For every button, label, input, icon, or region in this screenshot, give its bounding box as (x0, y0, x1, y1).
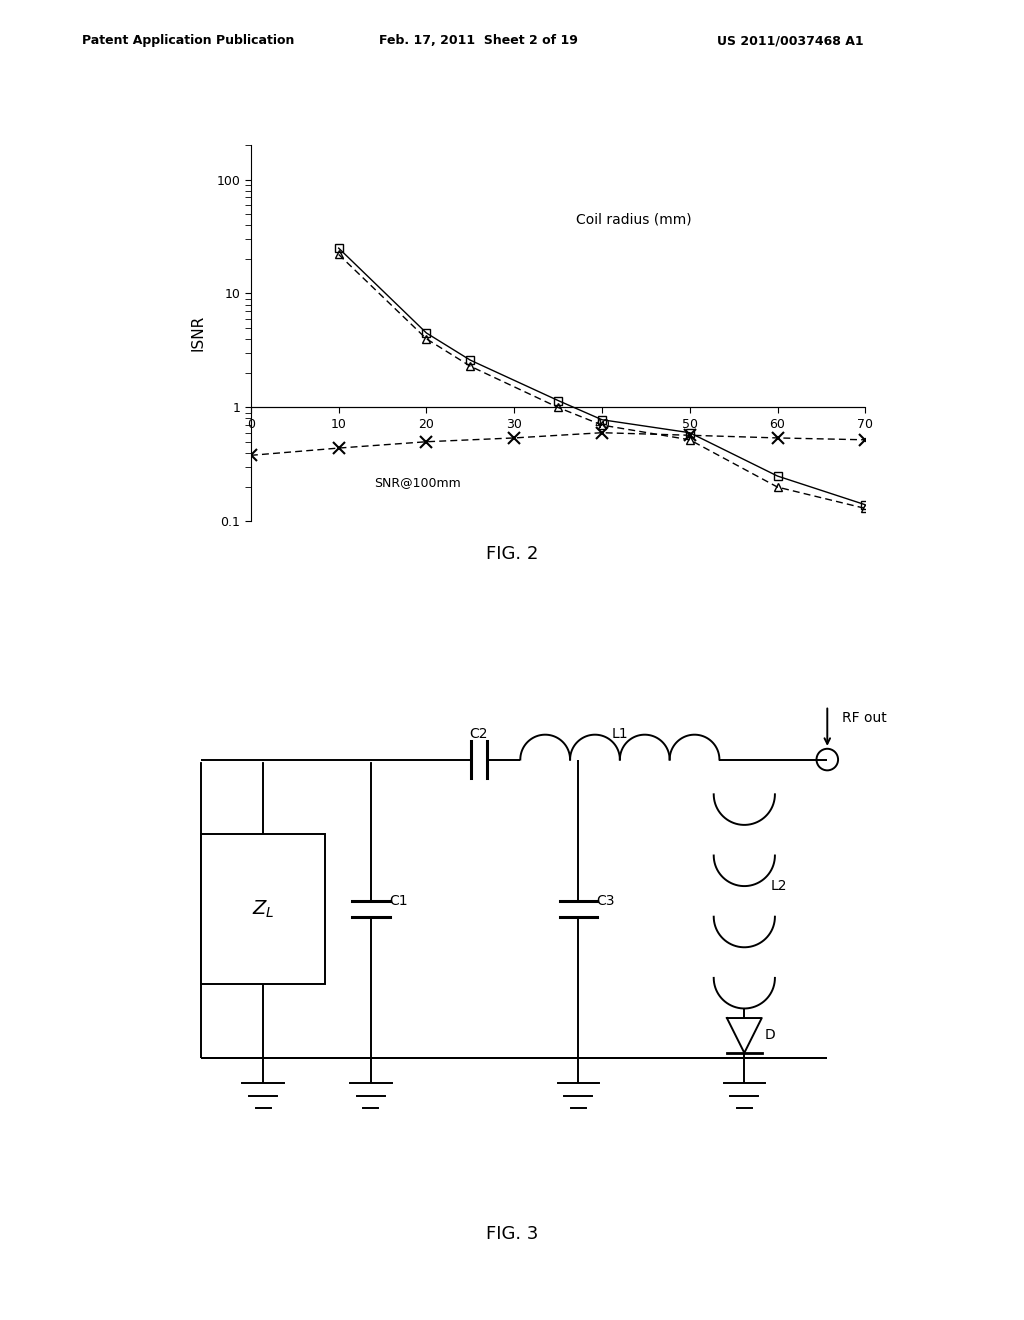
Text: $Z_L$: $Z_L$ (252, 899, 274, 920)
Text: D: D (765, 1028, 776, 1043)
Bar (201, 834, 326, 983)
Text: SNR@100mm: SNR@100mm (374, 477, 461, 488)
Text: L2: L2 (771, 879, 787, 894)
Text: C1: C1 (389, 894, 408, 908)
Text: FIG. 2: FIG. 2 (485, 545, 539, 564)
Text: C3: C3 (597, 894, 615, 908)
Y-axis label: ISNR: ISNR (190, 315, 206, 351)
Text: Coil radius (mm): Coil radius (mm) (575, 213, 691, 226)
Text: Feb. 17, 2011  Sheet 2 of 19: Feb. 17, 2011 Sheet 2 of 19 (379, 34, 578, 48)
Text: US 2011/0037468 A1: US 2011/0037468 A1 (717, 34, 863, 48)
Text: Patent Application Publication: Patent Application Publication (82, 34, 294, 48)
Text: C2: C2 (470, 727, 488, 742)
Text: L1: L1 (611, 727, 628, 742)
Text: RF out: RF out (842, 711, 887, 725)
Text: FIG. 3: FIG. 3 (485, 1225, 539, 1243)
